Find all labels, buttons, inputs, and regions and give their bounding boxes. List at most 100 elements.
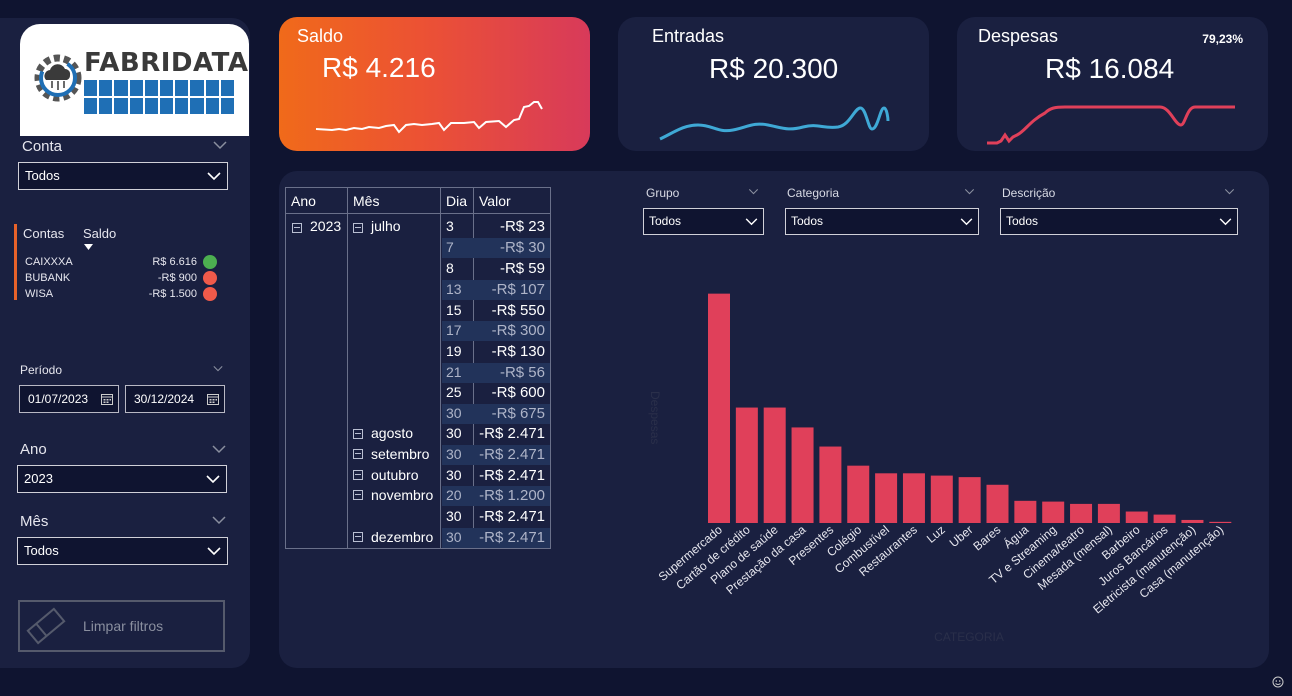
saldo-header[interactable]: Saldo	[83, 226, 117, 241]
bar-3[interactable]	[791, 427, 814, 523]
categoria-dropdown[interactable]: Todos	[785, 208, 979, 235]
valor-cell: -R$ 2.471	[479, 467, 545, 484]
collapse-icon[interactable]	[353, 429, 363, 439]
bar-11[interactable]	[1014, 500, 1037, 523]
dia-cell: 20	[446, 487, 462, 503]
bar-1[interactable]	[735, 407, 758, 523]
table-row[interactable]: 20 -R$ 1.200	[442, 486, 550, 506]
table-row[interactable]: 15 -R$ 550	[442, 301, 550, 321]
status-red-icon	[203, 271, 217, 285]
table-row[interactable]: 17 -R$ 300	[442, 321, 550, 341]
calendar-icon[interactable]	[101, 393, 113, 405]
table-row[interactable]: 30 -R$ 2.471	[442, 528, 550, 548]
bar-16[interactable]	[1153, 514, 1176, 523]
bar-18[interactable]	[1209, 521, 1232, 523]
conta-dropdown[interactable]: Todos	[18, 162, 228, 190]
bar-8[interactable]	[930, 475, 953, 523]
col-header-valor[interactable]: Valor	[473, 187, 551, 214]
grupo-dropdown[interactable]: Todos	[643, 208, 764, 235]
chevron-down-icon	[206, 475, 220, 484]
grupo-label: Grupo	[646, 186, 680, 200]
chevron-down-icon	[207, 547, 221, 556]
table-row[interactable]: 30 -R$ 2.471	[442, 424, 550, 444]
eraser-icon	[26, 607, 66, 645]
chevron-down-icon[interactable]	[1224, 188, 1235, 195]
table-row[interactable]: 30 -R$ 2.471	[442, 445, 550, 465]
valor-cell: -R$ 675	[491, 405, 545, 422]
end-date-input[interactable]: 30/12/2024	[125, 385, 225, 413]
bar-17[interactable]	[1181, 519, 1204, 523]
despesas-sparkline	[987, 105, 1235, 145]
table-row[interactable]: 25 -R$ 600	[442, 383, 550, 403]
table-row[interactable]: 30 -R$ 675	[442, 404, 550, 424]
bar-2[interactable]	[763, 407, 786, 523]
table-row[interactable]: 13 -R$ 107	[442, 280, 550, 300]
table-row[interactable]: WISA -R$ 1.500	[25, 286, 225, 302]
table-row[interactable]: 21 -R$ 56	[442, 363, 550, 383]
kpi-saldo-title: Saldo	[297, 26, 344, 46]
collapse-icon[interactable]	[292, 223, 302, 233]
table-row[interactable]: 8 -R$ 59	[442, 259, 550, 279]
bar-7[interactable]	[902, 473, 925, 523]
bar-0[interactable]	[708, 293, 730, 523]
col-header-ano[interactable]: Ano	[285, 187, 348, 214]
col-header-mes[interactable]: Mês	[347, 187, 441, 214]
month-cell: dezembro	[371, 529, 434, 545]
bar-15[interactable]	[1125, 511, 1148, 523]
contas-table: Contas Saldo CAIXXXA R$ 6.616 BUBANK -R$…	[14, 224, 236, 302]
bar-5[interactable]	[847, 465, 870, 523]
chevron-down-icon[interactable]	[748, 188, 759, 195]
bar-10[interactable]	[986, 484, 1009, 523]
chevron-down-icon[interactable]	[213, 140, 227, 150]
chevron-down-icon[interactable]	[212, 515, 226, 525]
smiley-icon[interactable]	[1272, 676, 1284, 688]
table-row[interactable]: BUBANK -R$ 900	[25, 270, 225, 286]
dia-cell: 30	[446, 467, 462, 483]
table-row[interactable]: 19 -R$ 130	[442, 342, 550, 362]
table-row[interactable]: 3 -R$ 23	[442, 217, 550, 237]
table-row[interactable]: 30 -R$ 2.471	[442, 507, 550, 527]
ano-dropdown[interactable]: 2023	[17, 465, 227, 493]
bar-12[interactable]	[1042, 501, 1065, 523]
chevron-down-icon	[960, 218, 973, 226]
collapse-icon[interactable]	[353, 449, 363, 459]
sort-down-icon	[84, 244, 93, 250]
chevron-down-icon[interactable]	[212, 444, 226, 454]
dia-cell: 3	[446, 218, 454, 234]
collapse-icon[interactable]	[353, 532, 363, 542]
col-header-dia[interactable]: Dia	[440, 187, 474, 214]
kpi-despesas-title: Despesas	[978, 26, 1059, 46]
collapse-icon[interactable]	[353, 223, 363, 233]
bar-13[interactable]	[1070, 503, 1093, 523]
valor-cell: -R$ 59	[499, 260, 545, 277]
clear-filters-button[interactable]: Limpar filtros	[18, 600, 225, 652]
bar-4[interactable]	[819, 446, 842, 523]
account-balance: -R$ 900	[157, 272, 197, 284]
valor-cell: -R$ 56	[499, 364, 545, 381]
collapse-icon[interactable]	[353, 470, 363, 480]
logo-bars	[84, 80, 234, 114]
bar-9[interactable]	[958, 477, 981, 523]
descricao-dropdown[interactable]: Todos	[1000, 208, 1238, 235]
collapse-icon[interactable]	[353, 490, 363, 500]
chevron-down-icon[interactable]	[964, 188, 975, 195]
kpi-entradas-card: Entradas R$ 20.300	[618, 17, 929, 151]
bar-14[interactable]	[1097, 503, 1120, 523]
filter-sidebar: FABRIDATA Conta Todos Contas Saldo CAIXX…	[0, 18, 250, 668]
mes-dropdown[interactable]: Todos	[17, 537, 228, 565]
table-row[interactable]: 7 -R$ 30	[442, 238, 550, 258]
table-row[interactable]: 30 -R$ 2.471	[442, 466, 550, 486]
table-row[interactable]: CAIXXXA R$ 6.616	[25, 254, 225, 270]
calendar-icon[interactable]	[207, 393, 219, 405]
dia-cell: 30	[446, 529, 462, 545]
periodo-label: Período	[20, 363, 63, 377]
grupo-dropdown-value: Todos	[649, 214, 682, 228]
valor-cell: -R$ 107	[491, 281, 545, 298]
account-balance: R$ 6.616	[152, 256, 197, 268]
bar-6[interactable]	[875, 473, 898, 523]
chevron-down-icon[interactable]	[213, 365, 223, 372]
descricao-dropdown-value: Todos	[1006, 214, 1039, 228]
start-date-input[interactable]: 01/07/2023	[19, 385, 119, 413]
contas-header[interactable]: Contas	[23, 226, 65, 241]
